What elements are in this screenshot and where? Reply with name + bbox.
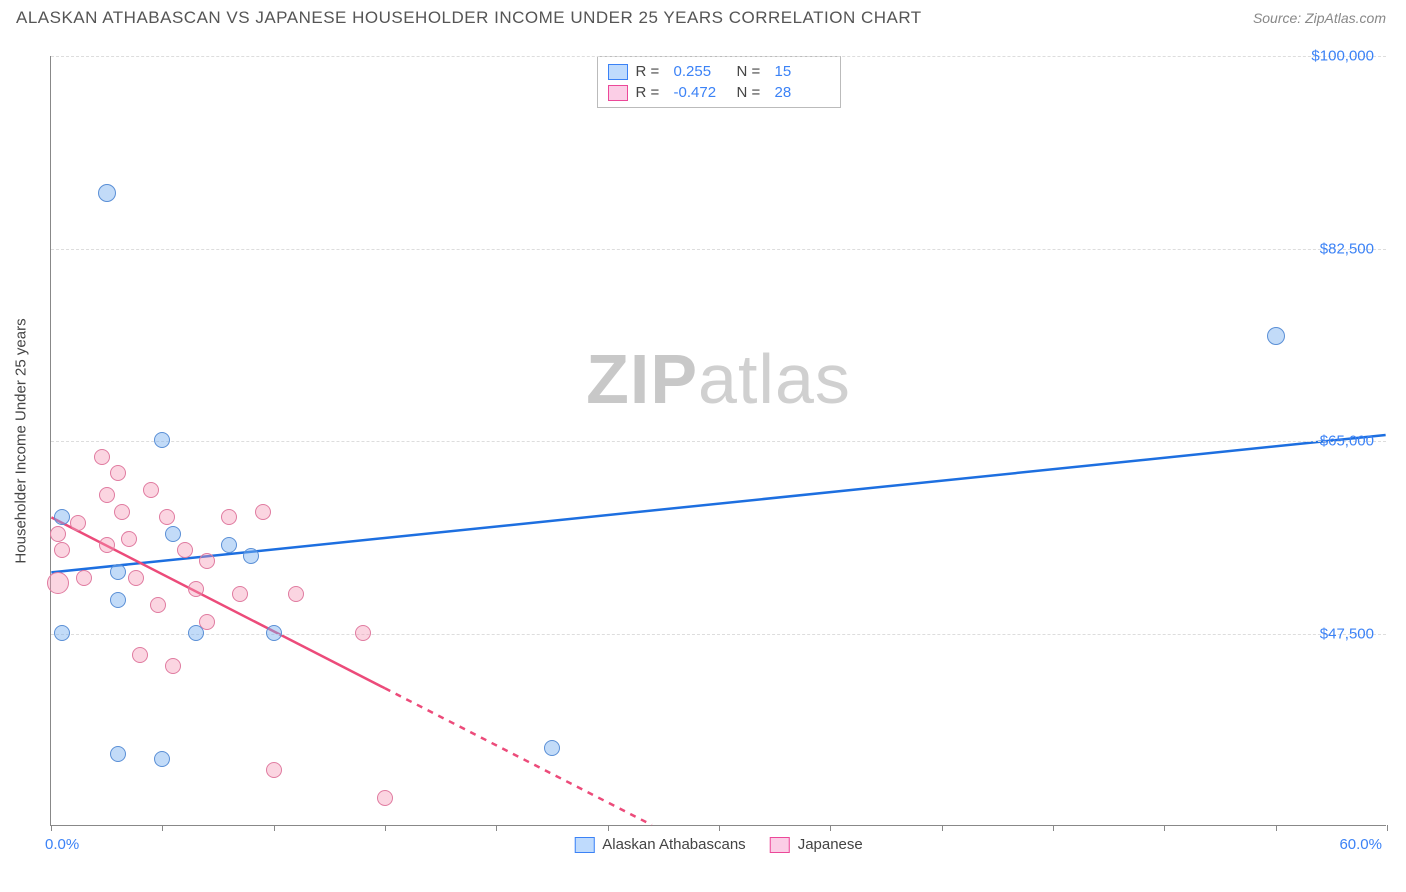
- x-axis-min-label: 0.0%: [45, 836, 79, 853]
- data-point-pink: [188, 581, 204, 597]
- legend-item-pink: Japanese: [770, 836, 863, 853]
- y-tick-label: $100,000: [1311, 48, 1374, 65]
- data-point-blue: [98, 184, 116, 202]
- gridline: [51, 634, 1386, 635]
- chart-header: ALASKAN ATHABASCAN VS JAPANESE HOUSEHOLD…: [0, 0, 1406, 36]
- data-point-pink: [99, 537, 115, 553]
- data-point-pink: [114, 504, 130, 520]
- source-label: Source: ZipAtlas.com: [1253, 10, 1386, 26]
- data-point-pink: [99, 487, 115, 503]
- x-tick-mark: [830, 825, 831, 831]
- x-tick-mark: [719, 825, 720, 831]
- data-point-blue: [154, 432, 170, 448]
- x-tick-mark: [942, 825, 943, 831]
- data-point-pink: [266, 762, 282, 778]
- data-point-pink: [232, 586, 248, 602]
- data-point-pink: [165, 658, 181, 674]
- data-point-blue: [110, 746, 126, 762]
- y-tick-label: $65,000: [1320, 433, 1374, 450]
- x-tick-mark: [1387, 825, 1388, 831]
- legend-row-blue: R = 0.255 N = 15: [608, 61, 830, 82]
- legend-item-blue: Alaskan Athabascans: [574, 836, 745, 853]
- y-tick-label: $82,500: [1320, 240, 1374, 257]
- x-tick-mark: [608, 825, 609, 831]
- data-point-pink: [177, 542, 193, 558]
- data-point-pink: [110, 465, 126, 481]
- swatch-pink-icon: [608, 85, 628, 101]
- data-point-pink: [47, 572, 69, 594]
- data-point-pink: [159, 509, 175, 525]
- data-point-blue: [154, 751, 170, 767]
- swatch-blue-icon: [608, 64, 628, 80]
- gridline: [51, 56, 1386, 57]
- x-tick-mark: [1164, 825, 1165, 831]
- data-point-blue: [54, 509, 70, 525]
- series-legend: Alaskan Athabascans Japanese: [574, 836, 863, 853]
- data-point-pink: [150, 597, 166, 613]
- legend-row-pink: R = -0.472 N = 28: [608, 82, 830, 103]
- x-tick-mark: [1276, 825, 1277, 831]
- data-point-pink: [70, 515, 86, 531]
- chart-plot-area: Householder Income Under 25 years ZIPatl…: [50, 56, 1386, 826]
- data-point-pink: [143, 482, 159, 498]
- data-point-pink: [128, 570, 144, 586]
- data-point-pink: [121, 531, 137, 547]
- x-tick-mark: [162, 825, 163, 831]
- data-point-blue: [221, 537, 237, 553]
- data-point-pink: [54, 542, 70, 558]
- swatch-blue-icon: [574, 837, 594, 853]
- data-point-pink: [377, 790, 393, 806]
- data-point-blue: [110, 592, 126, 608]
- data-point-pink: [221, 509, 237, 525]
- data-point-blue: [1267, 327, 1285, 345]
- data-point-pink: [255, 504, 271, 520]
- x-tick-mark: [496, 825, 497, 831]
- x-tick-mark: [1053, 825, 1054, 831]
- gridline: [51, 249, 1386, 250]
- data-point-blue: [110, 564, 126, 580]
- data-point-pink: [199, 553, 215, 569]
- x-axis-max-label: 60.0%: [1339, 836, 1382, 853]
- data-point-blue: [243, 548, 259, 564]
- swatch-pink-icon: [770, 837, 790, 853]
- data-point-pink: [76, 570, 92, 586]
- y-axis-label: Householder Income Under 25 years: [13, 318, 30, 563]
- data-point-pink: [132, 647, 148, 663]
- data-point-pink: [50, 526, 66, 542]
- data-point-pink: [288, 586, 304, 602]
- chart-title: ALASKAN ATHABASCAN VS JAPANESE HOUSEHOLD…: [16, 8, 922, 28]
- data-point-blue: [266, 625, 282, 641]
- x-tick-mark: [385, 825, 386, 831]
- data-point-blue: [165, 526, 181, 542]
- gridline: [51, 441, 1386, 442]
- watermark: ZIPatlas: [586, 339, 851, 419]
- data-point-blue: [544, 740, 560, 756]
- correlation-legend: R = 0.255 N = 15 R = -0.472 N = 28: [597, 56, 841, 108]
- x-tick-mark: [51, 825, 52, 831]
- data-point-pink: [355, 625, 371, 641]
- x-tick-mark: [274, 825, 275, 831]
- y-tick-label: $47,500: [1320, 625, 1374, 642]
- data-point-pink: [94, 449, 110, 465]
- data-point-blue: [188, 625, 204, 641]
- data-point-blue: [54, 625, 70, 641]
